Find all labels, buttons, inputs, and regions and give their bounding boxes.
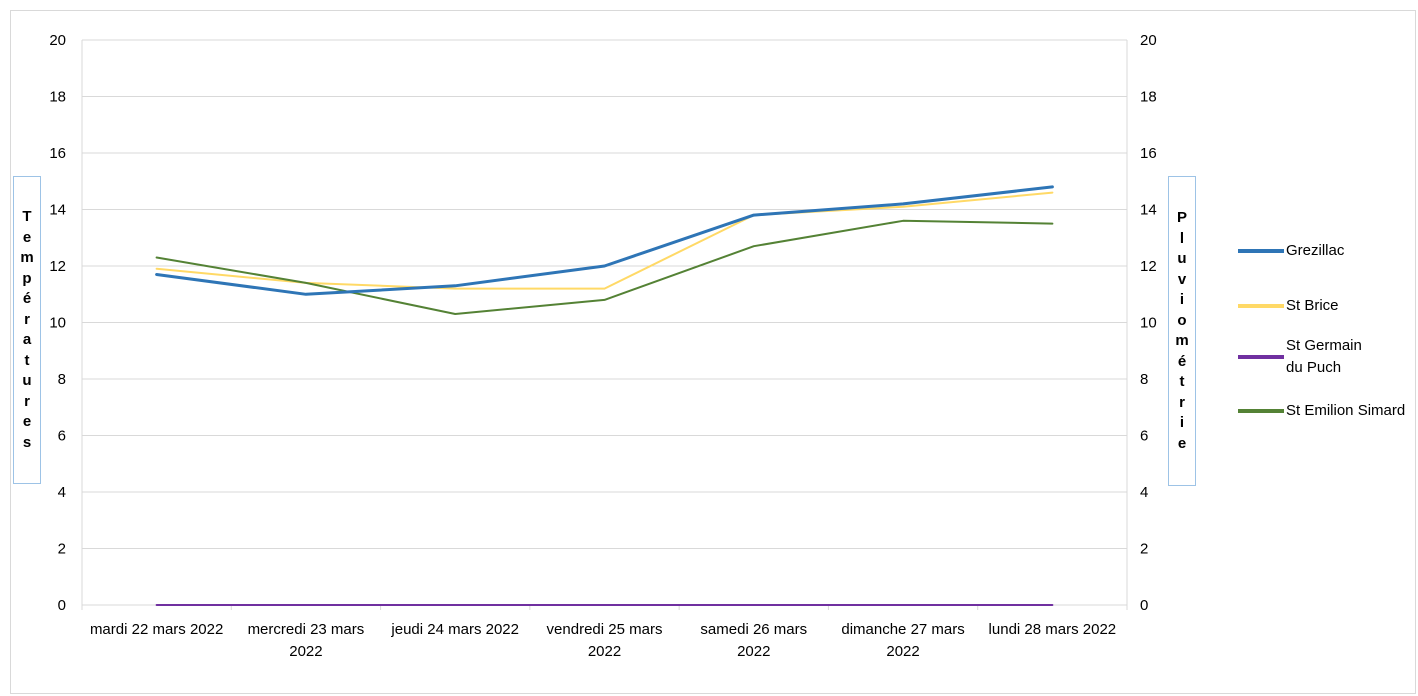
y-axis-left-ticks: 0 2 4 6 8 10 12 14 16 18 20 xyxy=(49,32,66,614)
x-tick-label-line: jeudi 24 mars 2022 xyxy=(390,621,519,638)
gridlines xyxy=(82,39,1127,549)
legend-swatch xyxy=(1238,409,1284,413)
legend-label-line: du Puch xyxy=(1286,359,1342,376)
legend-swatch xyxy=(1238,355,1284,359)
x-tick-label: mardi 22 mars 2022 xyxy=(90,621,223,638)
legend-label: St Brice xyxy=(1286,295,1339,317)
x-tick-label: mercredi 23 mars 2022 xyxy=(248,621,365,660)
y-tick-label-left: 2 xyxy=(58,541,66,558)
legend-label-line: Grezillac xyxy=(1286,242,1345,259)
legend-item-st-emilion-simard: St Emilion Simard xyxy=(1238,400,1418,422)
legend-item-grezillac: Grezillac xyxy=(1238,240,1418,262)
x-tick-label: samedi 26 mars 2022 xyxy=(700,621,807,660)
legend-item-st-brice: St Brice xyxy=(1238,295,1418,317)
x-tick-label-line: mardi 22 mars 2022 xyxy=(90,621,223,638)
x-axis-ticks: mardi 22 mars 2022 mercredi 23 mars 2022 je… xyxy=(90,621,1116,660)
series-lines xyxy=(155,185,1054,606)
legend-label-line: St Emilion Simard xyxy=(1286,402,1406,419)
y-tick-label-left: 16 xyxy=(49,145,66,162)
x-tick-label-line: vendredi 25 mars xyxy=(547,621,663,638)
x-tick-label-line: 2022 xyxy=(588,643,621,660)
legend-label-line: St Brice xyxy=(1286,297,1339,314)
legend-swatch xyxy=(1238,249,1284,253)
legend-item-st-germain-du-puch: St Germain du Puch xyxy=(1238,335,1418,379)
x-tick-label: dimanche 27 mars 2022 xyxy=(841,621,964,660)
y-tick-label-left: 4 xyxy=(58,484,66,501)
y-tick-label-right: 14 xyxy=(1140,202,1157,219)
axes xyxy=(81,40,1128,610)
x-tick-label-line: 2022 xyxy=(737,643,770,660)
legend-label-line: St Germain xyxy=(1286,337,1362,354)
y-tick-label-right: 10 xyxy=(1140,315,1157,332)
y-tick-label-right: 0 xyxy=(1140,597,1148,614)
y-tick-label-right: 20 xyxy=(1140,32,1157,49)
x-tick-label-line: lundi 28 mars 2022 xyxy=(989,621,1117,638)
y-tick-label-right: 18 xyxy=(1140,89,1157,106)
legend-swatch xyxy=(1238,304,1284,308)
y-tick-label-right: 2 xyxy=(1140,541,1148,558)
x-tick-label-line: dimanche 27 mars xyxy=(841,621,964,638)
x-tick-label-line: 2022 xyxy=(289,643,322,660)
y-tick-label-left: 12 xyxy=(49,258,66,275)
y-axis-right-ticks: 0 2 4 6 8 10 12 14 16 18 20 xyxy=(1140,32,1157,614)
y-tick-label-right: 8 xyxy=(1140,371,1148,388)
y-tick-label-right: 4 xyxy=(1140,484,1148,501)
x-tick-label-line: samedi 26 mars xyxy=(700,621,807,638)
x-tick-label: vendredi 25 mars 2022 xyxy=(547,621,663,660)
x-tick-label: jeudi 24 mars 2022 xyxy=(390,621,519,638)
legend-label: St Germain du Puch xyxy=(1286,335,1362,379)
series-line-st-brice xyxy=(155,191,1054,290)
y-tick-label-right: 12 xyxy=(1140,258,1157,275)
legend-label: Grezillac xyxy=(1286,240,1344,262)
y-tick-label-right: 16 xyxy=(1140,145,1157,162)
x-tick-label-line: mercredi 23 mars xyxy=(248,621,365,638)
legend-label: St Emilion Simard xyxy=(1286,400,1405,422)
x-tick-label-line: 2022 xyxy=(886,643,919,660)
y-tick-label-left: 10 xyxy=(49,315,66,332)
y-tick-label-left: 0 xyxy=(58,597,66,614)
series-line-grezillac xyxy=(155,185,1054,296)
x-tick-label: lundi 28 mars 2022 xyxy=(989,621,1117,638)
y-tick-label-left: 8 xyxy=(58,371,66,388)
y-tick-label-left: 14 xyxy=(49,202,66,219)
y-tick-label-left: 20 xyxy=(49,32,66,49)
y-tick-label-left: 18 xyxy=(49,89,66,106)
y-tick-label-right: 6 xyxy=(1140,428,1148,445)
y-tick-label-left: 6 xyxy=(58,428,66,445)
